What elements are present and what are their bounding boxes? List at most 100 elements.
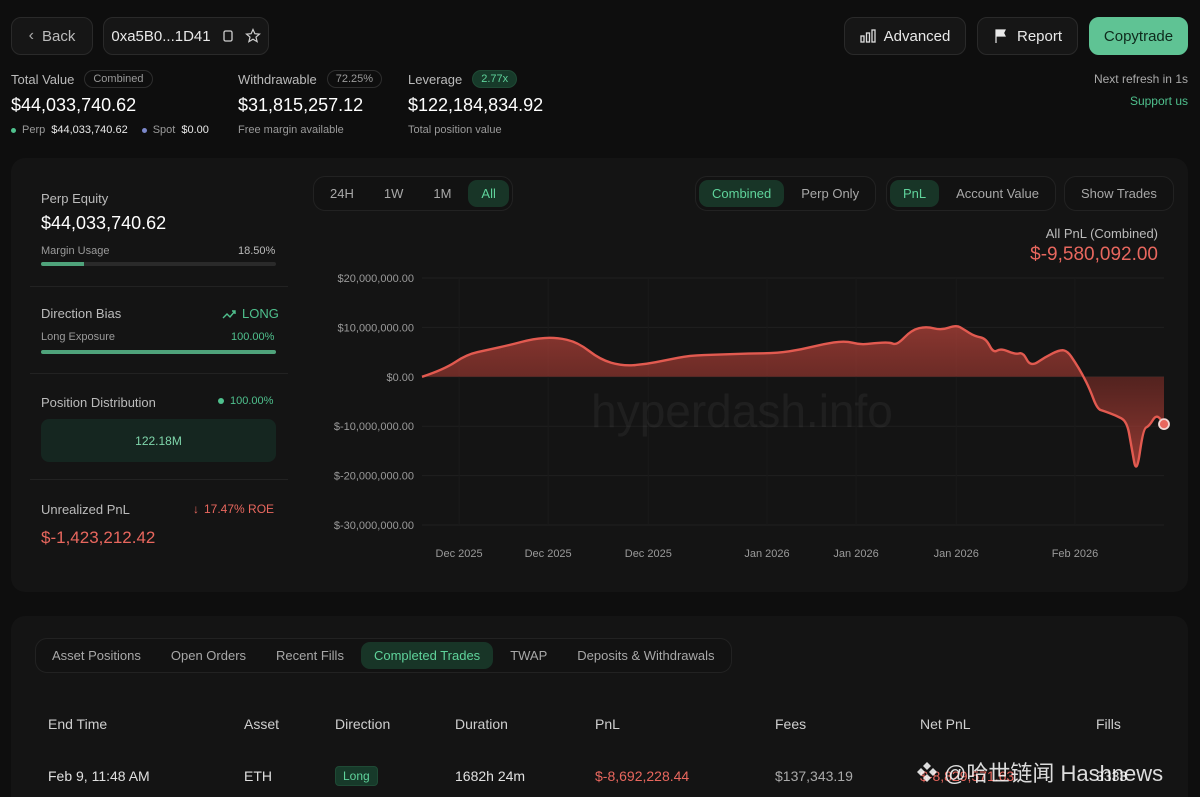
direction-bias-label: Direction Bias <box>41 306 122 321</box>
mode-perp-only[interactable]: Perp Only <box>801 186 860 201</box>
divider <box>30 479 288 480</box>
x-tick-label: Dec 2025 <box>436 548 483 560</box>
long-exposure-value: 100.00% <box>231 331 275 343</box>
spot-value: $0.00 <box>181 124 209 136</box>
spot-label: Spot <box>152 124 176 136</box>
margin-usage-fill <box>41 262 85 266</box>
cell-net-pnl: $-8,829,571.63 <box>920 768 1015 784</box>
show-trades-toggle: Show Trades <box>1064 176 1174 211</box>
y-tick-label: $10,000,000.00 <box>338 322 414 334</box>
x-tick-label: Jan 2026 <box>744 548 789 560</box>
copytrade-label: Copytrade <box>1103 27 1174 45</box>
col-fills[interactable]: Fills <box>1096 716 1121 732</box>
perp-equity-label: Perp Equity <box>41 191 109 206</box>
tab-open-orders[interactable]: Open Orders <box>170 648 247 663</box>
chart-grid <box>422 277 1164 526</box>
flag-icon <box>995 29 1006 43</box>
y-tick-label: $-30,000,000.00 <box>334 520 414 532</box>
corner-watermark: @哈世链闻 Hashnews <box>916 758 1163 786</box>
cell-asset: ETH <box>244 768 272 784</box>
position-distribution-value: 100.00% <box>230 395 274 407</box>
x-tick-label: Jan 2026 <box>934 548 979 560</box>
y-tick-label: $-20,000,000.00 <box>334 471 414 483</box>
col-fees[interactable]: Fees <box>775 716 807 732</box>
metric-selector: PnL Account Value <box>886 176 1057 211</box>
divider <box>30 286 288 287</box>
x-tick-label: Dec 2025 <box>525 548 572 560</box>
metric-pnl[interactable]: PnL <box>890 180 940 207</box>
advanced-button[interactable]: Advanced <box>844 17 966 55</box>
copy-icon[interactable] <box>221 29 235 43</box>
tab-deposits-withdrawals[interactable]: Deposits & Withdrawals <box>577 648 715 663</box>
cell-pnl: $-8,692,228.44 <box>595 768 690 784</box>
margin-usage-bar <box>41 262 276 266</box>
chart-summary-value: $-9,580,092.00 <box>1030 244 1158 265</box>
tab-recent-fills[interactable]: Recent Fills <box>276 648 344 663</box>
position-distribution-bar[interactable]: 122.18M <box>41 419 276 462</box>
arrow-down-icon: ↓ <box>193 502 199 516</box>
x-tick-label: Jan 2026 <box>833 548 878 560</box>
withdrawable-block: Withdrawable 72.25% $31,815,257.12 Free … <box>238 70 383 136</box>
tab-completed-trades[interactable]: Completed Trades <box>360 642 494 669</box>
report-button[interactable]: Report <box>977 17 1078 55</box>
col-net-pnl[interactable]: Net PnL <box>920 716 971 732</box>
range-24h[interactable]: 24H <box>330 186 354 201</box>
withdrawable-label: Withdrawable <box>238 71 317 87</box>
range-1w[interactable]: 1W <box>383 186 404 201</box>
pnl-last-point[interactable] <box>1158 418 1170 431</box>
direction-badge: Long <box>335 766 378 786</box>
tab-asset-positions[interactable]: Asset Positions <box>52 648 141 663</box>
advanced-label: Advanced <box>883 27 951 45</box>
long-exposure-label: Long Exposure <box>41 331 115 343</box>
mode-selector: Combined Perp Only <box>695 176 877 211</box>
perp-dot-icon <box>11 127 16 133</box>
back-button[interactable]: ‹ Back <box>11 17 93 55</box>
hashnews-logo-icon <box>917 762 937 782</box>
support-link[interactable]: Support us <box>1129 94 1188 108</box>
chart-watermark: hyperdash.info <box>591 385 893 437</box>
cell-direction: Long <box>335 766 378 786</box>
trending-up-icon <box>222 309 236 318</box>
perp-equity-value: $44,033,740.62 <box>41 213 167 233</box>
star-icon[interactable] <box>244 28 261 44</box>
withdrawable-amount: $31,815,257.12 <box>238 95 364 115</box>
long-exposure-bar <box>41 350 276 354</box>
unrealized-roe: ↓ 17.47% ROE <box>193 502 274 516</box>
unrealized-pnl-value: $-1,423,212.42 <box>41 528 156 547</box>
divider <box>30 373 288 374</box>
col-end-time[interactable]: End Time <box>48 716 108 732</box>
direction-bias: LONG <box>222 306 279 321</box>
margin-usage-value: 18.50% <box>238 245 276 257</box>
col-pnl[interactable]: PnL <box>595 716 620 732</box>
col-duration[interactable]: Duration <box>455 716 508 732</box>
col-direction[interactable]: Direction <box>335 716 391 732</box>
address-chip[interactable]: 0xa5B0...1D41 <box>103 17 269 55</box>
leverage-amount: $122,184,834.92 <box>408 95 544 115</box>
metric-account-value[interactable]: Account Value <box>956 186 1040 201</box>
pnl-series-line <box>421 324 1165 468</box>
range-selector: 24H 1W 1M All <box>313 176 513 211</box>
spot-dot-icon <box>141 127 147 133</box>
leverage-sub: Total position value <box>408 124 502 136</box>
y-tick-label: $0.00 <box>386 372 414 384</box>
y-tick-label: $20,000,000.00 <box>338 273 414 285</box>
show-trades-button[interactable]: Show Trades <box>1081 186 1157 201</box>
perp-label: Perp <box>22 124 46 136</box>
y-tick-label: $-10,000,000.00 <box>334 421 414 433</box>
y-axis: $20,000,000.00 $10,000,000.00 $0.00 $-10,00… <box>334 273 414 532</box>
pnl-chart[interactable]: $20,000,000.00 $10,000,000.00 $0.00 $-10,00… <box>300 262 1180 572</box>
range-all[interactable]: All <box>468 180 509 207</box>
mode-combined[interactable]: Combined <box>699 180 785 207</box>
cell-fills: 3333 <box>1096 768 1128 784</box>
corner-watermark-text: @哈世链闻 Hashnews <box>944 761 1164 786</box>
report-label: Report <box>1016 27 1063 45</box>
bar-chart-icon <box>859 29 876 43</box>
tab-twap[interactable]: TWAP <box>510 648 548 663</box>
chart-summary-label: All PnL (Combined) <box>1045 226 1158 241</box>
unrealized-pnl-label: Unrealized PnL <box>41 502 130 517</box>
copytrade-button[interactable]: Copytrade <box>1089 17 1188 55</box>
range-1m[interactable]: 1M <box>433 186 452 201</box>
total-value-amount: $44,033,740.62 <box>11 95 137 115</box>
col-asset[interactable]: Asset <box>244 716 280 732</box>
total-value-block: Total Value Combined $44,033,740.62 Perp… <box>11 70 209 136</box>
